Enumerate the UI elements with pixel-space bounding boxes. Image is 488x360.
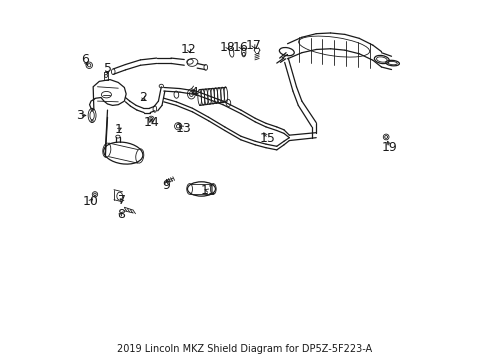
Text: 17: 17 xyxy=(245,39,261,52)
Text: 11: 11 xyxy=(201,184,216,197)
Text: 5: 5 xyxy=(103,62,111,75)
Text: 15: 15 xyxy=(259,132,275,145)
Text: 19: 19 xyxy=(381,141,397,154)
Text: 8: 8 xyxy=(117,208,124,221)
Text: 1: 1 xyxy=(114,123,122,136)
Text: 13: 13 xyxy=(175,122,191,135)
Text: 3: 3 xyxy=(76,109,83,122)
Text: 14: 14 xyxy=(143,116,159,129)
Text: 10: 10 xyxy=(82,195,98,208)
Text: 2019 Lincoln MKZ Shield Diagram for DP5Z-5F223-A: 2019 Lincoln MKZ Shield Diagram for DP5Z… xyxy=(117,343,371,354)
Text: 6: 6 xyxy=(81,53,89,66)
Text: 4: 4 xyxy=(190,86,198,99)
Text: 18: 18 xyxy=(219,41,235,54)
Text: 2: 2 xyxy=(139,91,147,104)
Text: 9: 9 xyxy=(162,179,170,192)
Text: 16: 16 xyxy=(233,41,248,54)
Text: 12: 12 xyxy=(181,42,196,55)
Text: 7: 7 xyxy=(118,194,125,207)
